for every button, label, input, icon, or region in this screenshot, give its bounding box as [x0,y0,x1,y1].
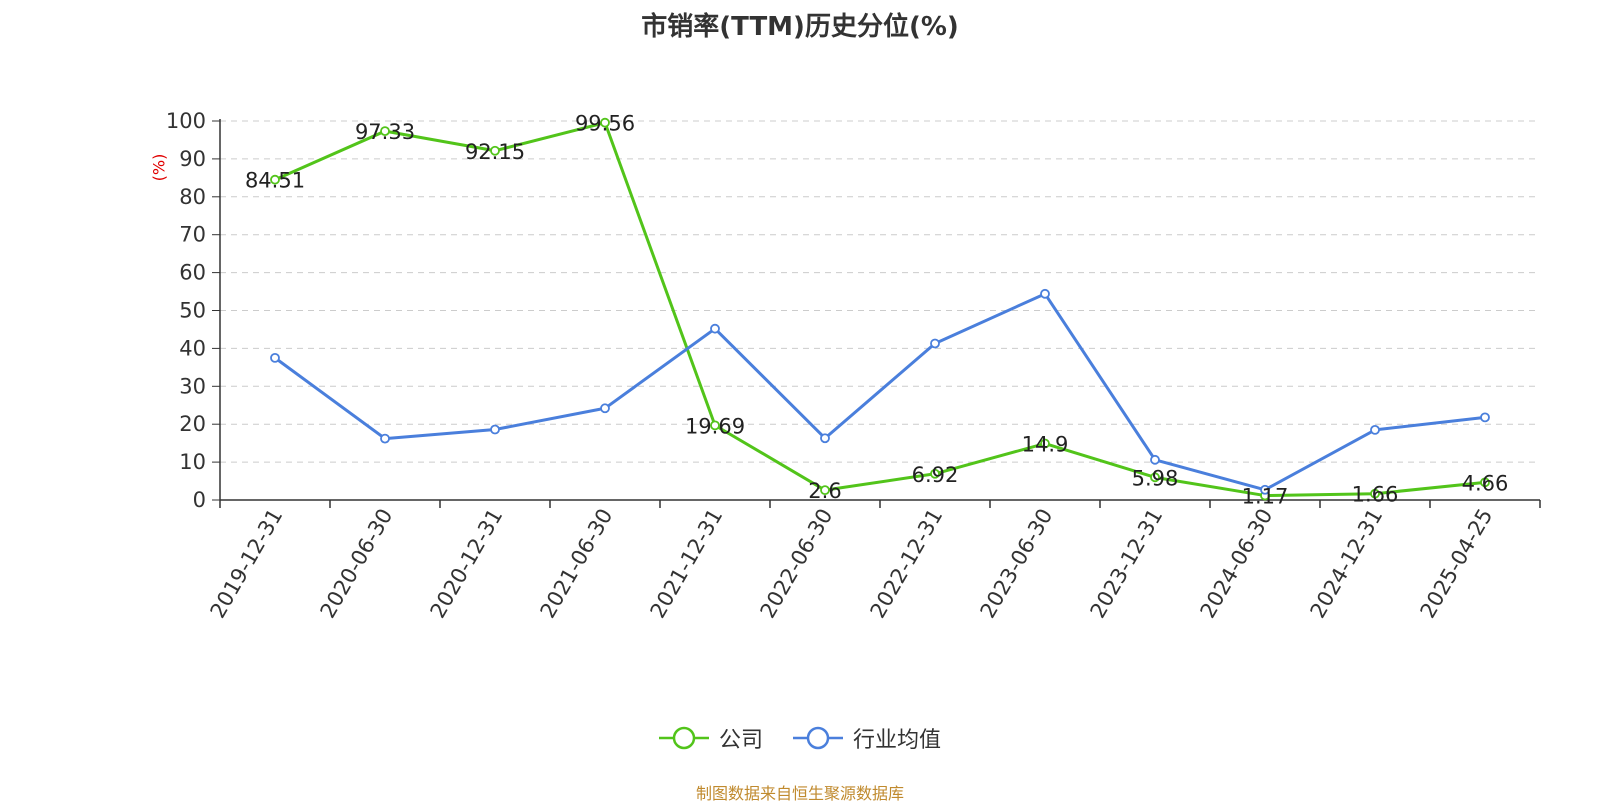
x-tick-label: 2019-12-31 [206,505,288,623]
x-tick-label: 2023-06-30 [976,505,1058,623]
chart-title: 市销率(TTM)历史分位(%) [641,12,959,42]
data-point [1040,438,1050,449]
x-tick-label: 2020-12-31 [426,505,508,623]
y-tick-label: 80 [179,185,206,209]
data-point [1370,488,1380,499]
data-point [1480,412,1490,423]
axes: 0 10 20 30 40 50 60 70 80 90 100 2019-12-31 2020-06-… [166,109,1541,623]
legend-line-circle-icon [793,726,843,750]
y-tick-label: 100 [166,109,206,133]
x-tick-label: 2024-06-30 [1196,505,1278,623]
data-point [1040,288,1050,299]
data-label: 2.6 [808,479,841,503]
series-line [274,121,1486,498]
grid-lines [220,120,1540,463]
data-label: 97.33 [355,120,415,144]
legend-item[interactable]: 行业均值 [793,722,941,754]
data-point [380,126,390,137]
y-tick-label: 70 [179,223,206,247]
data-label: 19.69 [685,414,745,438]
x-tick-label: 2021-06-30 [536,505,618,623]
data-label: 84.51 [245,169,305,193]
x-tick-label: 2021-12-31 [646,505,728,623]
data-point [820,433,830,444]
legend-label: 公司 [718,728,763,753]
y-tick-label: 0 [193,488,206,512]
x-tick-label: 2022-06-30 [756,505,838,623]
data-label: 14.9 [1022,433,1069,457]
data-point [600,403,610,414]
data-label: 4.66 [1462,471,1509,495]
legend-item[interactable]: 公司 [658,722,763,754]
data-label: 5.98 [1132,466,1179,490]
data-point [820,485,830,496]
data-point [490,424,500,435]
data-point [1480,477,1490,488]
data-point [710,323,720,334]
y-tick-label: 10 [179,450,206,474]
data-point [380,433,390,444]
data-point [710,420,720,431]
y-tick-label: 20 [179,412,206,436]
data-label: 6.92 [912,463,959,487]
line-chart: 0 10 20 30 40 50 60 70 80 90 100 2019-12-31 2020-06-… [166,109,1541,623]
data-label: 1.17 [1242,485,1289,509]
x-tick-label: 2023-12-31 [1086,505,1168,623]
data-label: 99.56 [575,112,635,136]
series-line [274,292,1486,492]
data-point [1370,424,1380,435]
data-point [270,352,280,363]
y-tick-label: 60 [179,261,206,285]
data-point [930,468,940,479]
legend-label: 行业均值 [853,728,942,753]
x-tick-label: 2025-04-25 [1416,505,1498,623]
y-tick-label: 40 [179,336,206,360]
legend: 公司 行业均值 [0,722,1600,754]
data-point [600,117,610,128]
legend-line-circle-icon [658,726,709,750]
data-point [930,338,940,349]
y-tick-label: 30 [179,374,206,398]
data-label: 92.15 [465,140,525,164]
data-point [1150,454,1160,465]
data-labels: 84.51 97.33 92.15 99.56 19.69 2.6 6.92 14.9 5.98… [245,112,1508,509]
source-note: 制图数据来自恒生聚源数据库 [695,784,904,803]
series-lines [270,117,1490,501]
y-tick-label: 50 [179,299,206,323]
data-point [1260,484,1270,495]
data-point [1150,472,1160,483]
data-label: 1.66 [1352,483,1399,507]
y-tick-label: 90 [179,147,206,171]
x-tick-label: 2020-06-30 [316,505,398,623]
x-tick-label: 2024-12-31 [1306,505,1388,623]
data-point [270,174,280,185]
x-tick-label: 2022-12-31 [866,505,948,623]
data-point [490,145,500,156]
